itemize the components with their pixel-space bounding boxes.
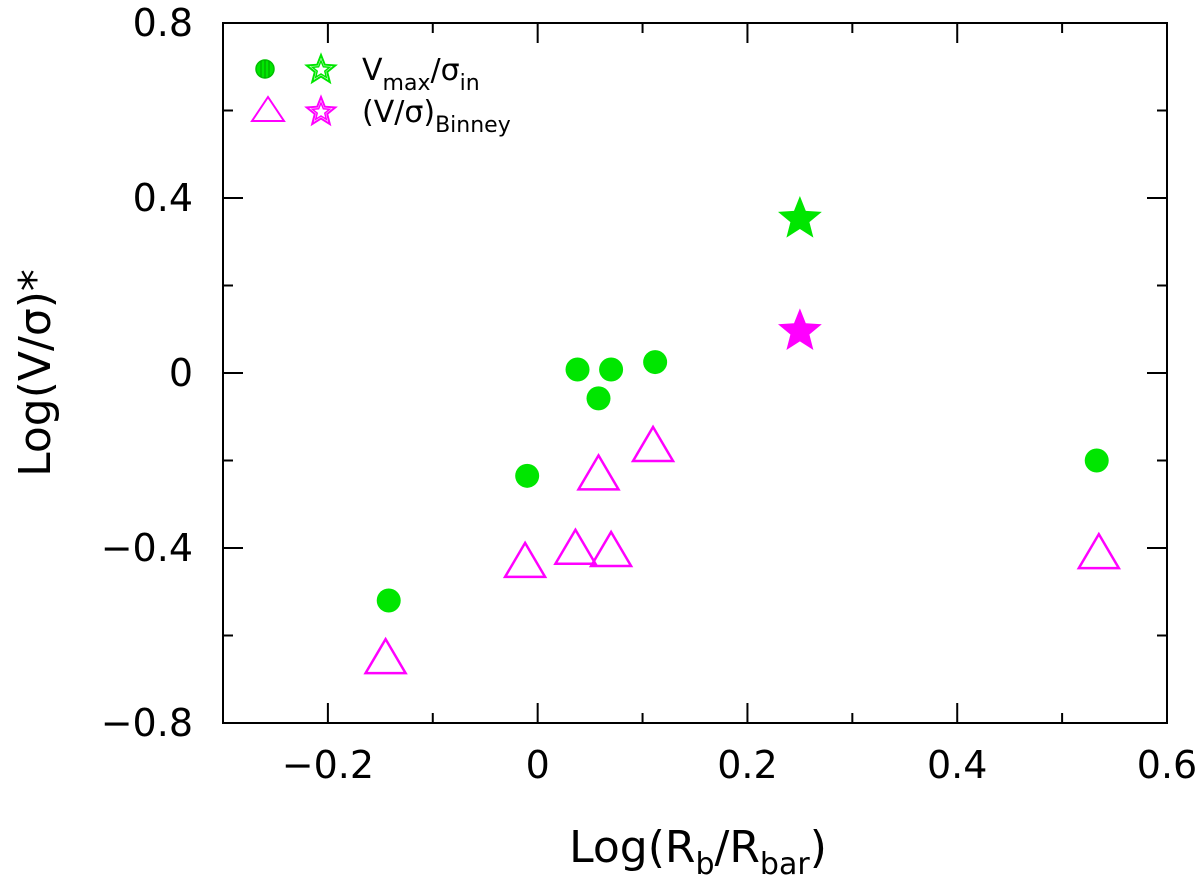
legend-star-magenta-icon	[304, 94, 338, 127]
y-tick-label: 0.4	[133, 176, 193, 220]
data-point-circle	[376, 588, 401, 613]
x-tick-label: 0.2	[717, 743, 777, 787]
legend-star-inner	[310, 59, 332, 79]
data-point-triangle	[363, 636, 408, 675]
x-tick-label: 0	[526, 743, 550, 787]
x-axis-label: Log(Rb/Rbar)	[569, 822, 827, 879]
y-tick-label: 0.8	[133, 1, 193, 45]
data-point-circle	[1084, 448, 1109, 473]
legend-star-outline	[304, 52, 338, 85]
y-axis-label: Log(V/σ)*	[10, 269, 61, 477]
data-point-triangle	[630, 424, 676, 463]
axis-tick-labels: −0.2 0 0.2 0.4 0.6 −0.8 −0.4 0 0.4 0.8	[101, 1, 1198, 787]
data-point-triangle	[502, 540, 548, 579]
data-point-circle	[586, 386, 611, 411]
data-point-circle	[599, 357, 624, 382]
data-point-star	[778, 196, 822, 238]
y-tick-label: −0.8	[101, 701, 193, 745]
legend-star-outline	[304, 94, 338, 127]
legend-label-binney: (V/σ)Binney	[362, 95, 511, 138]
legend-star-inner	[310, 101, 332, 121]
data-point-triangle	[1076, 531, 1122, 570]
legend-star-green-icon	[304, 52, 338, 85]
legend-triangle-marker	[250, 95, 286, 122]
y-tick-label: −0.4	[101, 526, 193, 570]
x-tick-label: −0.2	[282, 743, 374, 787]
data-point-circle	[515, 463, 540, 488]
data-point-circle	[565, 357, 590, 382]
axis-ticks	[222, 22, 1168, 724]
x-tick-label: 0.6	[1137, 743, 1197, 787]
data-point-triangle	[553, 527, 598, 566]
legend: Vmax/σin (V/σ)Binney	[250, 52, 511, 138]
data-point-triangle	[588, 529, 634, 568]
data-point-star	[778, 308, 822, 350]
legend-label-vmax: Vmax/σin	[362, 53, 480, 96]
data-point-triangle	[576, 452, 621, 491]
y-tick-label: 0	[169, 351, 193, 395]
data-points	[363, 196, 1122, 675]
data-point-circle	[643, 350, 668, 375]
x-tick-label: 0.4	[927, 743, 987, 787]
